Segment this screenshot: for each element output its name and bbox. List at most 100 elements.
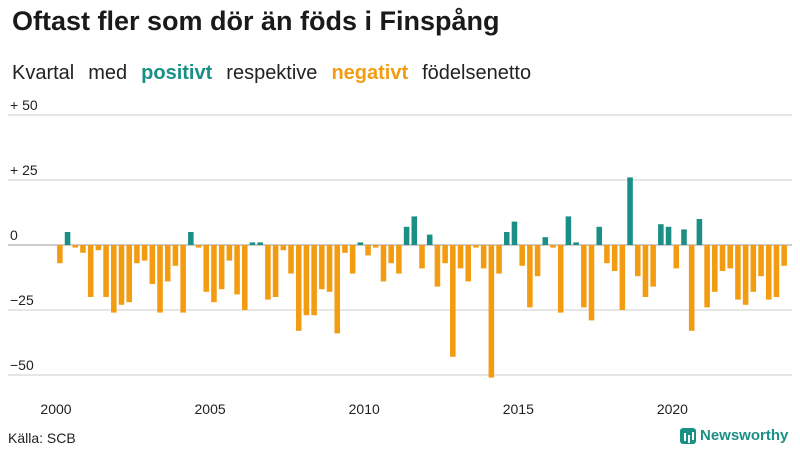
bar: [203, 245, 210, 292]
bar: [111, 245, 117, 313]
bar: [473, 245, 479, 248]
bar: [765, 245, 772, 300]
bar: [434, 245, 441, 287]
bar: [450, 245, 456, 357]
bar: [234, 245, 240, 295]
bar: [311, 245, 317, 316]
bar: [465, 245, 472, 282]
bar: [503, 232, 510, 245]
brand-logo: Newsworthy: [680, 427, 788, 444]
bar: [750, 245, 757, 292]
bar: [403, 226, 410, 245]
bar: [218, 245, 225, 290]
bar: [627, 177, 633, 245]
x-tick-label: 2005: [195, 401, 226, 417]
bar: [342, 245, 348, 253]
bar: [149, 245, 156, 284]
bar: [619, 245, 626, 310]
bar: [72, 245, 79, 248]
bar: [681, 229, 687, 245]
bar: [188, 232, 194, 245]
bar: [134, 245, 140, 264]
bar: [95, 245, 102, 251]
bar: [249, 242, 256, 245]
bar: [557, 245, 564, 313]
bar: [527, 245, 533, 308]
bar: [650, 245, 656, 287]
x-tick-label: 2000: [40, 401, 71, 417]
bar: [280, 245, 287, 251]
bar: [634, 245, 641, 277]
bar: [426, 234, 433, 245]
bar: [257, 242, 263, 245]
bar: [581, 245, 587, 308]
subtitle-part-3: respektive: [226, 62, 318, 84]
bar: [565, 216, 572, 245]
bar: [326, 245, 333, 292]
bar: [457, 245, 464, 269]
bar: [164, 245, 171, 282]
bar: [80, 245, 86, 253]
chart-title: Oftast fler som dör än föds i Finspång: [12, 6, 500, 36]
bar: [103, 245, 109, 297]
bar: [442, 245, 448, 264]
bar: [272, 245, 279, 297]
bar: [411, 216, 418, 245]
bar: [511, 221, 518, 245]
chart-subtitle: Kvartal med positivt respektive negativt föde…: [12, 62, 545, 85]
bar: [157, 245, 163, 313]
subtitle-positive: positivt: [141, 62, 213, 84]
bar: [242, 245, 248, 310]
bar: [365, 245, 371, 256]
bar: [719, 245, 726, 271]
bar: [704, 245, 710, 308]
bar: [696, 219, 703, 245]
bar: [673, 245, 680, 269]
bar: [57, 245, 63, 264]
bar: [758, 245, 764, 277]
bar: [611, 245, 618, 271]
bar: [419, 245, 425, 269]
bar: [372, 245, 379, 248]
bar: [488, 245, 495, 378]
bar: [334, 245, 341, 334]
bar: [141, 245, 148, 261]
bar: [588, 245, 595, 321]
bar: [349, 245, 356, 274]
bar: [226, 245, 233, 261]
bar: [665, 226, 672, 245]
x-tick-label: 2010: [349, 401, 380, 417]
bar: [573, 242, 579, 245]
bar: [604, 245, 610, 264]
subtitle-part-4: födelsenetto: [422, 62, 532, 84]
bar: [357, 242, 364, 245]
bar: [87, 245, 94, 297]
source-note: Källa: SCB: [8, 430, 76, 446]
bar: [542, 237, 549, 245]
bar: [195, 245, 202, 248]
bar: [658, 224, 664, 245]
bar: [688, 245, 695, 331]
bar: [380, 245, 387, 282]
bar: [319, 245, 325, 290]
bar: [480, 245, 487, 269]
subtitle-part-2: med: [88, 62, 128, 84]
subtitle-part-1: Kvartal: [12, 62, 75, 84]
y-tick-label: + 50: [10, 97, 38, 113]
y-tick-label: −25: [10, 292, 34, 308]
brand-name: Newsworthy: [700, 427, 789, 444]
bar: [303, 245, 310, 316]
bar: [211, 245, 217, 303]
bar: [295, 245, 302, 331]
bar: [172, 245, 179, 266]
bar: [642, 245, 649, 297]
bar: [496, 245, 502, 274]
x-tick-label: 2015: [503, 401, 534, 417]
bar: [712, 245, 718, 292]
y-tick-label: −50: [10, 357, 34, 373]
y-tick-label: + 25: [10, 162, 38, 178]
bar: [742, 245, 749, 305]
bar: [288, 245, 294, 274]
bar: [180, 245, 186, 313]
